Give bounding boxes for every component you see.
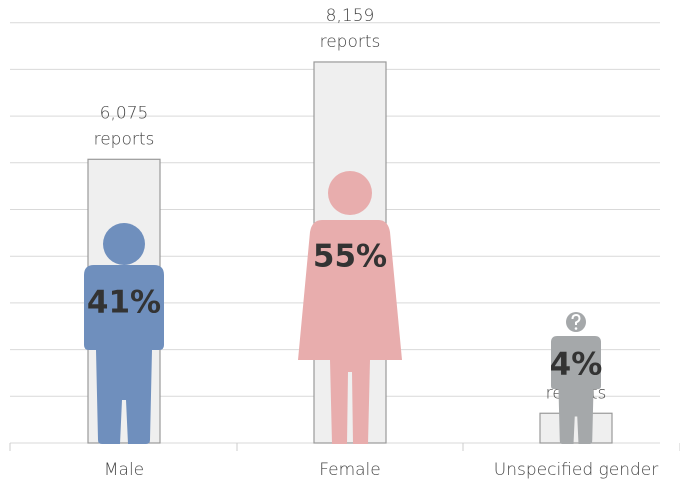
person-icon (298, 171, 402, 444)
value-label-line: 6,075 (100, 103, 149, 123)
share-label: 55% (313, 239, 387, 275)
share-label: 4% (550, 347, 603, 383)
bar (539, 412, 613, 444)
x-tick-label: Female (319, 460, 380, 480)
icon-dot (574, 327, 578, 330)
value-label-line: reports (94, 129, 155, 149)
icon-head (328, 171, 372, 215)
share-label: 41% (87, 285, 161, 321)
person-icon (84, 223, 164, 444)
value-label: 6,075 reports (94, 103, 155, 149)
x-tick-label: Unspecified gender (494, 460, 658, 480)
icon-head (103, 223, 145, 265)
value-label-line: 8,159 (326, 6, 375, 26)
icon-body (551, 336, 601, 444)
value-label: 8,159 reports (320, 6, 381, 52)
icon-body (84, 265, 164, 444)
icon-body (298, 220, 402, 444)
person-icon (551, 312, 601, 444)
icon-mark (571, 313, 581, 325)
x-tick-label: Male (104, 460, 144, 480)
value-label-line: reports (320, 32, 381, 52)
